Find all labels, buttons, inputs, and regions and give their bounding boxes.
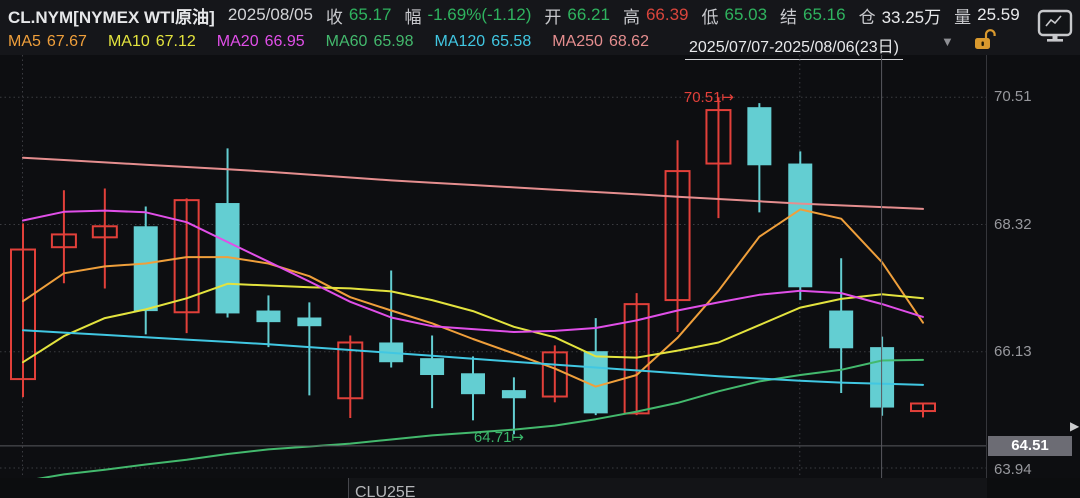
monitor-icon[interactable] [1036,8,1074,44]
ma-legend-row: MA5 67.67 MA10 67.12 MA20 66.95 MA60 65.… [8,31,649,53]
ma10-legend: MA10 67.12 [107,33,196,50]
y-axis-tick: 66.13 [994,343,1032,360]
field-volume: 量 25.59 [954,5,1020,27]
field-open-interest: 仓 33.25万 [858,7,942,27]
candlestick-chart[interactable] [0,55,1080,498]
x-axis-strip: CLU25E [0,478,1080,498]
y-axis-tick: 68.32 [994,216,1032,233]
ma20-legend: MA20 66.95 [216,33,305,50]
contract-label-box: CLU25E [348,478,987,498]
field-high: 高 66.39 [622,5,689,27]
ma120-legend: MA120 65.58 [434,33,532,50]
y-axis-tick: 70.51 [994,88,1032,105]
field-change: 幅 -1.69%(-1.12) [404,5,532,27]
contract-label: CLU25E [355,484,416,498]
field-close: 收 65.17 [325,5,392,27]
crosshair-price-badge: 64.51 [988,436,1072,456]
quote-date: 2025/08/05 [227,5,313,24]
field-settle: 结 65.16 [780,5,846,27]
expand-right-icon[interactable]: ▶ [1070,419,1080,433]
ma5-legend: MA5 67.67 [8,33,87,50]
period-high-marker: 70.51↦ [683,89,734,106]
symbol-title: CL.NYM[NYMEX WTI原油] [8,7,215,27]
lock-open-icon[interactable] [972,28,998,52]
header: CL.NYM[NYMEX WTI原油] 2025/08/05 收 65.17 幅… [0,0,1080,60]
date-range-selector[interactable]: 2025/07/07-2025/08/06(23日) [685,33,903,60]
ma250-legend: MA250 68.62 [552,33,649,50]
ma60-legend: MA60 65.98 [325,33,414,50]
chevron-down-icon[interactable]: ▼ [941,34,954,49]
field-low: 低 65.03 [701,5,768,27]
field-open: 开 66.21 [544,5,610,27]
quote-row: CL.NYM[NYMEX WTI原油] 2025/08/05 收 65.17 幅… [8,4,1020,27]
y-axis-tick: 63.94 [994,461,1032,478]
period-low-marker: 64.71↦ [473,429,524,446]
